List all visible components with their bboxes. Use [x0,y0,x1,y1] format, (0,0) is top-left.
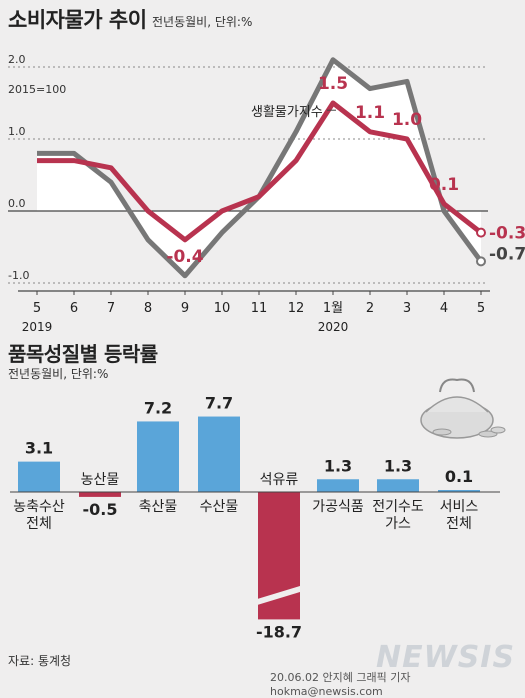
data-label: 1.0 [392,110,422,130]
y-tick-label: 1.0 [8,125,26,138]
bar-value-label: 7.7 [205,394,233,413]
bar-chart-title: 품목성질별 등락률 [8,342,158,366]
x-tick-label: 8 [144,301,152,316]
category-label: 전체 [26,516,52,532]
data-label: -0.4 [166,247,203,267]
bar-value-label: 1.3 [324,456,352,475]
year-label: 2019 [22,320,53,334]
purse-illustration [420,378,506,439]
x-tick-label: 5 [477,301,485,316]
cpi-area-fill [37,59,481,276]
category-label: 석유류 [260,472,299,488]
y-tick-label: 2.0 [8,53,26,66]
bar [317,479,359,492]
bar [377,479,419,492]
category-label: 수산물 [200,499,239,515]
data-label: -0.7 [489,244,525,264]
data-label: -0.3 [489,224,525,244]
bar [438,490,480,492]
x-tick-label: 10 [214,301,231,316]
x-tick-label: 12 [288,301,305,316]
data-label: 1.5 [318,74,348,94]
category-label: 농산물 [81,472,120,488]
category-label: 가공식품 [312,499,364,515]
category-label: 축산물 [139,499,178,515]
x-tick-label: 7 [107,301,115,316]
bar [18,461,60,492]
bar [198,416,240,492]
bar [137,421,179,492]
category-label: 가스 [385,516,411,532]
newsis-logo: NEWSIS [376,640,516,675]
x-tick-label: 4 [440,301,448,316]
x-tick-label: 1월 [323,301,343,316]
year-label: 2020 [318,320,349,334]
category-label: 전체 [446,516,472,532]
base-note: 2015=100 [8,83,66,96]
y-tick-label: 0.0 [8,197,26,210]
bar-chart: 3.1농축수산전체-0.5농산물7.2축산물7.7수산물-18.7석유류1.3가… [10,394,500,641]
cpi-end-marker [476,256,486,267]
bar-value-label: 3.1 [25,439,53,458]
category-label: 전기수도 [372,499,424,515]
bar [79,492,121,497]
y-tick-label: -1.0 [8,269,29,282]
data-label: 0.1 [429,175,459,195]
x-tick-label: 2 [366,301,374,316]
series-label: 생활물가지수 [251,105,323,120]
chart-title: 소비자물가 추이 [8,8,147,32]
bar-chart-subtitle: 전년동월비, 단위:% [8,367,109,381]
x-tick-label: 6 [70,301,78,316]
category-label: 서비스 [440,499,479,515]
bar-value-label: 7.2 [144,398,172,417]
chart-subtitle: 전년동월비, 단위:% [152,15,253,29]
line-chart: 2.0 1.0 0.0 -1.0 2015=100 5 6 7 8 9 10 11 12 1월 2 3 4 5 20… [8,53,525,334]
bar-value-label: 0.1 [445,467,473,486]
x-tick-label: 9 [181,301,189,316]
bar-value-label: -0.5 [83,500,118,519]
living-end-marker [476,227,486,238]
category-label: 농축수산 [13,499,65,515]
source-note: 자료: 통계청 [8,654,72,668]
axis-break [256,585,302,606]
bar-value-label: -18.7 [256,622,302,641]
x-tick-label: 5 [33,301,41,316]
x-tick-label: 3 [403,301,411,316]
bar-value-label: 1.3 [384,456,412,475]
x-tick-label: 11 [251,301,268,316]
living-cost-line [37,100,483,243]
data-label: 1.1 [355,103,385,123]
credit-line: 20.06.02 안지혜 그래픽 기자 hokma@newsis.com [270,671,411,698]
